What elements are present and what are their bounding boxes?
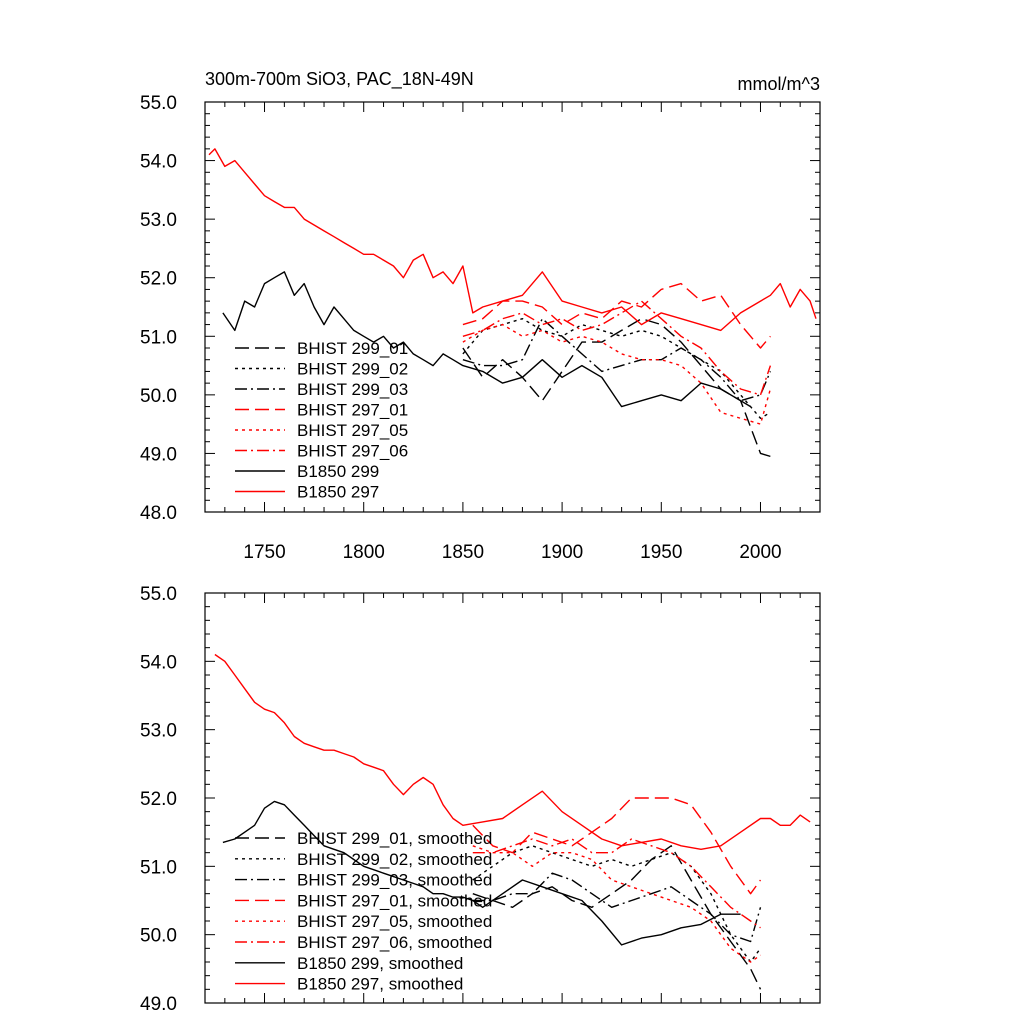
y-tick-label: 53.0 <box>140 210 177 231</box>
legend-label: BHIST 299_02, smoothed <box>297 850 492 869</box>
legend-label: B1850 299 <box>297 462 379 481</box>
y-tick-label: 52.0 <box>140 789 177 810</box>
series-line-bhist-299-02-smoothed <box>472 845 762 963</box>
y-tick-label: 51.0 <box>140 327 177 348</box>
series-line-bhist-297-01 <box>462 282 771 349</box>
y-tick-label: 54.0 <box>140 152 177 173</box>
series-line-bhist-297-05-smoothed <box>472 845 761 963</box>
series-line-bhist-299-01 <box>462 318 771 458</box>
series-line-b1850-299-smoothed <box>222 800 741 946</box>
y-tick-label: 52.0 <box>140 269 177 290</box>
top-panel: 48.0 49.0 50.0 51.0 52.0 53.0 54.0 55.0 1750 1800… <box>140 93 821 563</box>
legend-label: BHIST 299_03 <box>297 380 408 399</box>
y-tick-label: 55.0 <box>140 93 177 114</box>
legend-label: BHIST 299_03, smoothed <box>297 871 492 890</box>
series-line-bhist-297-06 <box>462 300 772 396</box>
y-tick-label: 49.0 <box>140 994 177 1015</box>
series-line-bhist-299-01-smoothed <box>472 845 762 990</box>
legend-label: B1850 299, smoothed <box>297 954 463 973</box>
y-tick-label: 48.0 <box>140 503 177 524</box>
legend-label: BHIST 299_02 <box>297 360 408 379</box>
legend-label: BHIST 299_01, smoothed <box>297 829 492 848</box>
y-tick-label: 51.0 <box>140 857 177 878</box>
y-tick-label: 50.0 <box>140 926 177 947</box>
bottom-panel: 49.0 50.0 51.0 52.0 53.0 54.0 55.0 BHIST 299_01… <box>140 584 821 1015</box>
plot-frame <box>204 101 821 513</box>
legend-label: BHIST 299_01 <box>297 339 408 358</box>
series-line-b1850-297-smoothed <box>214 653 811 850</box>
legend-label: B1850 297 <box>297 483 379 502</box>
legend-label: B1850 297, smoothed <box>297 975 463 994</box>
series-line-bhist-297-06-smoothed <box>472 838 761 929</box>
y-tick-label: 50.0 <box>140 386 177 407</box>
legend-label: BHIST 297_05, smoothed <box>297 912 492 931</box>
y-tick-label: 49.0 <box>140 444 177 465</box>
series-line-bhist-299-03 <box>462 318 772 402</box>
legend-label: BHIST 297_06, smoothed <box>297 933 492 952</box>
series-line-bhist-299-02 <box>462 318 771 419</box>
x-tick-label: 1900 <box>541 542 583 563</box>
x-tick-label: 1850 <box>442 542 484 563</box>
series-line-b1850-299 <box>222 271 751 408</box>
series-line-b1850-297 <box>208 148 817 332</box>
y-tick-label: 54.0 <box>140 652 177 673</box>
x-tick-label: 1800 <box>343 542 385 563</box>
x-tick-label: 1950 <box>640 542 682 563</box>
legend-label: BHIST 297_01 <box>297 401 408 420</box>
legend-label: BHIST 297_05 <box>297 421 408 440</box>
series-line-bhist-299-03-smoothed <box>472 872 762 943</box>
legend-label: BHIST 297_01, smoothed <box>297 891 492 910</box>
y-tick-label: 55.0 <box>140 584 177 605</box>
x-tick-label: 2000 <box>739 542 781 563</box>
y-tick-label: 53.0 <box>140 721 177 742</box>
chart-units: mmol/m^3 <box>738 74 820 94</box>
x-tick-label: 1750 <box>243 542 285 563</box>
legend-label: BHIST 297_06 <box>297 442 408 461</box>
chart-title: 300m-700m SiO3, PAC_18N-49N <box>205 69 474 90</box>
